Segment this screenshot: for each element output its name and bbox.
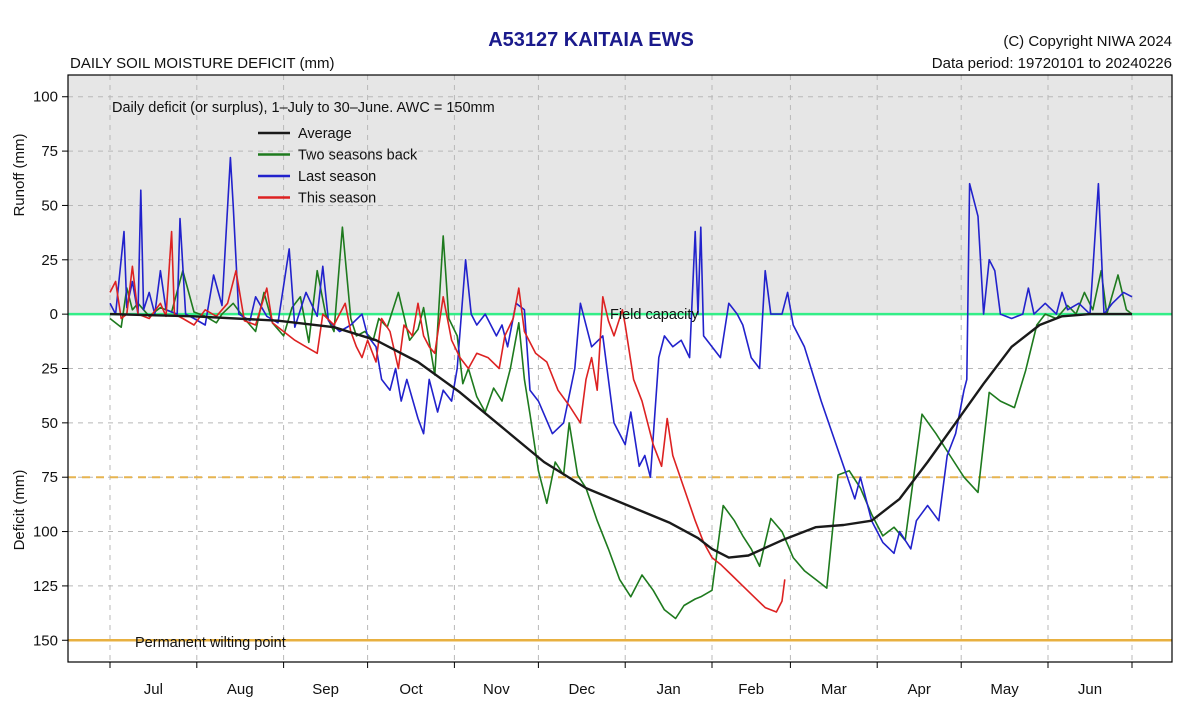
y-tick-label: 0 xyxy=(50,306,58,323)
y-tick-label: 75 xyxy=(41,143,58,160)
series-layer xyxy=(109,156,1133,620)
series-line xyxy=(109,226,1133,620)
copyright-text: (C) Copyright NIWA 2024 xyxy=(1003,33,1172,50)
x-tick-label: Apr xyxy=(908,681,931,698)
y-tick-label: 50 xyxy=(41,415,58,432)
x-tick-label: Mar xyxy=(821,681,847,698)
x-tick-label: Dec xyxy=(568,681,595,698)
chart-subtitle: DAILY SOIL MOISTURE DEFICIT (mm) xyxy=(70,55,334,72)
y-tick-label: 25 xyxy=(41,252,58,269)
y-tick-label: 100 xyxy=(33,524,58,541)
y-tick-label: 75 xyxy=(41,469,58,486)
description-text: Daily deficit (or surplus), 1–July to 30… xyxy=(112,100,495,116)
x-tick-label: Sep xyxy=(312,681,339,698)
y-tick-label: 50 xyxy=(41,197,58,214)
series-line xyxy=(109,230,786,613)
y-label-deficit: Deficit (mm) xyxy=(11,470,28,551)
y-tick-label: 125 xyxy=(33,578,58,595)
legend-label: Last season xyxy=(298,169,376,185)
reference-lines xyxy=(68,312,1172,642)
wilting-point-label: Permanent wilting point xyxy=(135,635,286,651)
legend-label: Average xyxy=(298,126,352,142)
x-tick-label: Nov xyxy=(483,681,510,698)
x-tick-label: Oct xyxy=(399,681,423,698)
legend-label: Two seasons back xyxy=(298,148,418,164)
legend: Average Two seasons back Last season This s… xyxy=(258,126,418,207)
legend-label: This season xyxy=(298,191,376,207)
y-label-runoff: Runoff (mm) xyxy=(11,133,28,216)
x-tick-label: Jun xyxy=(1078,681,1102,698)
y-tick-label: 100 xyxy=(33,89,58,106)
x-tick-label: May xyxy=(990,681,1019,698)
y-tick-label: 150 xyxy=(33,632,58,649)
chart-title: A53127 KAITAIA EWS xyxy=(488,29,694,51)
y-tick-labels: 100 75 50 25 0 25 50 75 100 125 150 xyxy=(33,89,68,649)
x-tick-labels: Jul Aug Sep Oct Nov Dec Jan Feb Mar Apr May Jun xyxy=(109,662,1133,698)
x-tick-label: Jul xyxy=(144,681,163,698)
field-capacity-label: Field capacity xyxy=(610,307,699,323)
data-period-text: Data period: 19720101 to 20240226 xyxy=(932,55,1172,72)
x-tick-label: Feb xyxy=(738,681,764,698)
x-tick-label: Jan xyxy=(657,681,681,698)
x-tick-label: Aug xyxy=(227,681,254,698)
series-line xyxy=(109,312,1132,559)
y-tick-label: 25 xyxy=(41,361,58,378)
